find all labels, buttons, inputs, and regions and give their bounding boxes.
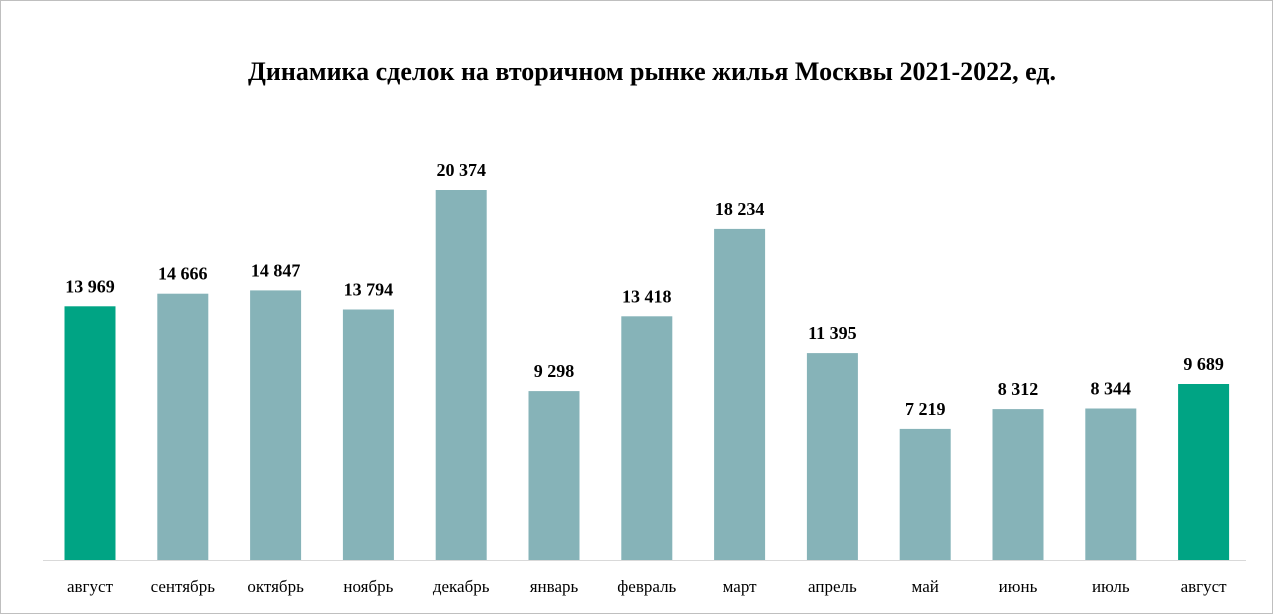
bars-layer xyxy=(64,190,1230,560)
bar-4 xyxy=(435,190,487,560)
data-label-2: 14 847 xyxy=(251,260,301,280)
data-label-10: 8 312 xyxy=(998,379,1039,399)
category-label-1: сентябрь xyxy=(151,577,216,596)
category-label-5: январь xyxy=(530,577,579,596)
chart-title: Динамика сделок на вторичном рынке жилья… xyxy=(248,57,1056,86)
bar-0 xyxy=(64,306,116,560)
bar-6 xyxy=(621,316,673,560)
category-label-12: август xyxy=(1181,577,1228,596)
bar-11 xyxy=(1085,408,1137,560)
category-label-11: июль xyxy=(1092,577,1130,596)
bar-2 xyxy=(250,290,302,560)
bar-7 xyxy=(714,228,766,560)
data-label-8: 11 395 xyxy=(808,323,857,343)
data-label-6: 13 418 xyxy=(622,286,672,306)
category-label-3: ноябрь xyxy=(343,577,393,596)
bar-3 xyxy=(342,309,394,560)
data-label-9: 7 219 xyxy=(905,399,946,419)
category-labels-layer: август сентябрь октябрь ноябрь декабрь январь… xyxy=(67,577,1227,596)
data-label-0: 13 969 xyxy=(65,276,115,296)
category-label-0: август xyxy=(67,577,114,596)
category-label-2: октябрь xyxy=(247,577,304,596)
bar-10 xyxy=(992,409,1044,560)
data-label-4: 20 374 xyxy=(436,160,486,180)
bar-5 xyxy=(528,391,580,560)
bar-9 xyxy=(899,428,951,560)
data-label-11: 8 344 xyxy=(1091,379,1132,399)
data-label-5: 9 298 xyxy=(534,361,575,381)
category-label-7: март xyxy=(723,577,757,596)
category-label-6: февраль xyxy=(617,577,676,596)
category-label-8: апрель xyxy=(808,577,857,596)
category-label-4: декабрь xyxy=(433,577,490,596)
data-label-1: 14 666 xyxy=(158,264,208,284)
value-labels-layer: 13 969 14 666 14 847 13 794 20 374 9 298 13 41… xyxy=(65,160,1224,419)
bar-12 xyxy=(1178,384,1230,560)
bar-1 xyxy=(157,293,209,560)
data-label-3: 13 794 xyxy=(344,280,394,300)
data-label-12: 9 689 xyxy=(1183,354,1224,374)
category-label-9: май xyxy=(912,577,939,596)
category-label-10: июнь xyxy=(999,577,1038,596)
data-label-7: 18 234 xyxy=(715,199,765,219)
bar-8 xyxy=(806,353,858,560)
